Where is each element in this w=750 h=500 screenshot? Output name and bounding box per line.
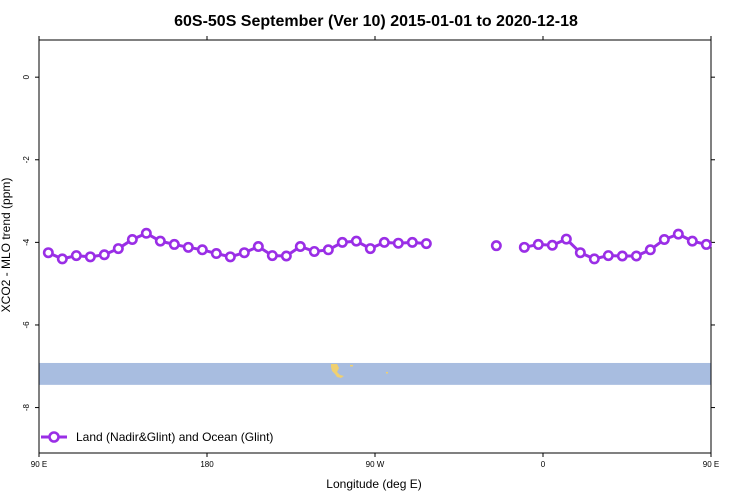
series-line <box>47 231 427 261</box>
data-point <box>588 253 600 265</box>
data-point <box>322 244 334 256</box>
data-point <box>350 235 362 247</box>
data-point <box>154 235 166 247</box>
data-point <box>616 250 628 262</box>
data-point <box>406 236 418 248</box>
x-tick-label: 90 W <box>366 460 385 469</box>
data-point <box>364 243 376 255</box>
data-point <box>546 239 558 251</box>
ocean-band <box>39 362 711 385</box>
map-strip <box>39 362 711 385</box>
x-tick-label: 180 <box>200 460 214 469</box>
data-point <box>644 244 656 256</box>
x-axis-label: Longitude (deg E) <box>326 477 421 491</box>
data-point <box>280 250 292 262</box>
data-point <box>56 253 68 265</box>
chart-title: 60S-50S September (Ver 10) 2015-01-01 to… <box>174 13 578 30</box>
data-point <box>672 228 684 240</box>
data-point <box>238 247 250 259</box>
x-tick-label: 90 E <box>31 460 47 469</box>
y-tick-label: -2 <box>22 156 31 164</box>
data-point <box>658 233 670 245</box>
data-point <box>560 233 572 245</box>
data-point <box>420 238 432 250</box>
data-point <box>686 235 698 247</box>
y-tick-label: -4 <box>22 238 31 246</box>
data-point <box>574 247 586 259</box>
data-point <box>532 238 544 250</box>
y-axis-label: XCO2 - MLO trend (ppm) <box>0 178 13 313</box>
x-tick-label: 0 <box>541 460 546 469</box>
legend-label: Land (Nadir&Glint) and Ocean (Glint) <box>76 430 273 444</box>
data-point <box>224 251 236 263</box>
y-tick-label: -6 <box>22 321 31 329</box>
land-south-america <box>331 363 344 378</box>
data-point <box>182 241 194 253</box>
data-point <box>490 240 502 252</box>
data-point <box>602 250 614 262</box>
series-layer <box>42 227 712 265</box>
data-point <box>140 227 152 239</box>
legend-marker <box>48 431 60 443</box>
x-tick-label: 90 E <box>703 460 719 469</box>
data-point <box>630 250 642 262</box>
data-point <box>700 238 712 250</box>
y-tick-label: 0 <box>22 74 31 79</box>
data-point <box>112 243 124 255</box>
data-point <box>336 236 348 248</box>
data-point <box>518 241 530 253</box>
data-point <box>84 251 96 263</box>
data-point <box>378 236 390 248</box>
data-point <box>98 249 110 261</box>
data-point <box>308 245 320 257</box>
data-point <box>70 250 82 262</box>
data-point <box>196 244 208 256</box>
data-point <box>266 250 278 262</box>
data-point <box>168 238 180 250</box>
y-tick-label: -8 <box>22 403 31 411</box>
data-point <box>294 241 306 253</box>
land-islands <box>350 364 353 367</box>
data-point <box>126 233 138 245</box>
legend: Land (Nadir&Glint) and Ocean (Glint) <box>41 430 273 444</box>
data-point <box>252 241 264 253</box>
data-point <box>210 248 222 260</box>
data-point <box>392 237 404 249</box>
data-point <box>42 247 54 259</box>
land-south-georgia <box>386 371 388 374</box>
